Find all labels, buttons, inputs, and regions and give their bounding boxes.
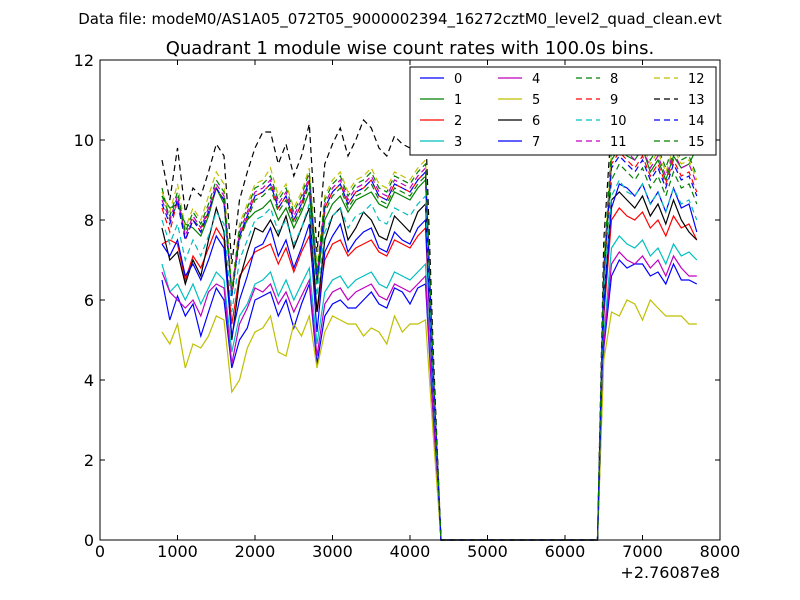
x-tick-label: 0 (95, 542, 105, 561)
legend-label-11: 11 (610, 135, 627, 150)
data-file-suptitle: Data file: modeM0/AS1A05_072T05_90000023… (78, 10, 722, 29)
series-line-5 (161, 298, 697, 541)
series-line-0 (161, 258, 698, 541)
y-tick-label: 8 (84, 211, 94, 230)
legend-box (409, 66, 717, 156)
legend-label-1: 1 (454, 93, 462, 108)
x-axis-offset-label: +2.76087e8 (620, 563, 720, 582)
legend-label-13: 13 (688, 93, 705, 108)
legend-label-9: 9 (610, 93, 618, 108)
x-tick-label: 1000 (157, 542, 198, 561)
x-tick-label: 5000 (467, 542, 508, 561)
y-tick-label: 12 (74, 51, 94, 70)
series-line-13 (161, 106, 698, 541)
legend-label-15: 15 (688, 135, 705, 150)
legend-label-2: 2 (454, 114, 462, 129)
y-tick-label: 6 (84, 291, 94, 310)
legend-label-3: 3 (454, 135, 462, 150)
series-line-3 (161, 235, 698, 541)
y-tick-label: 0 (84, 531, 94, 550)
legend-label-8: 8 (610, 72, 618, 87)
x-tick-label: 6000 (545, 542, 586, 561)
legend-label-14: 14 (688, 114, 705, 129)
y-tick-label: 10 (74, 131, 94, 150)
y-tick-label: 2 (84, 451, 94, 470)
x-tick-label: 3000 (312, 542, 353, 561)
axes-layer: 0 1000 2000 3000 4000 5000 6000 7000 80000246810… (74, 51, 741, 561)
legend-label-6: 6 (532, 114, 540, 129)
x-tick-label: 8000 (700, 542, 741, 561)
series-layer (161, 106, 698, 541)
legend-label-7: 7 (532, 135, 540, 150)
legend-label-5: 5 (532, 93, 540, 108)
chart-title: Quadrant 1 module wise count rates with … (166, 38, 655, 59)
legend-label-12: 12 (688, 72, 705, 87)
legend-label-4: 4 (532, 72, 540, 87)
y-tick-label: 4 (84, 371, 94, 390)
series-line-4 (161, 251, 697, 541)
series-line-15 (161, 135, 698, 541)
x-tick-label: 7000 (622, 542, 663, 561)
legend-label-10: 10 (610, 114, 627, 129)
legend-label-0: 0 (454, 72, 462, 87)
x-tick-label: 4000 (390, 542, 431, 561)
x-tick-label: 2000 (235, 542, 276, 561)
series-line-10 (161, 178, 698, 541)
series-line-7 (161, 182, 698, 541)
